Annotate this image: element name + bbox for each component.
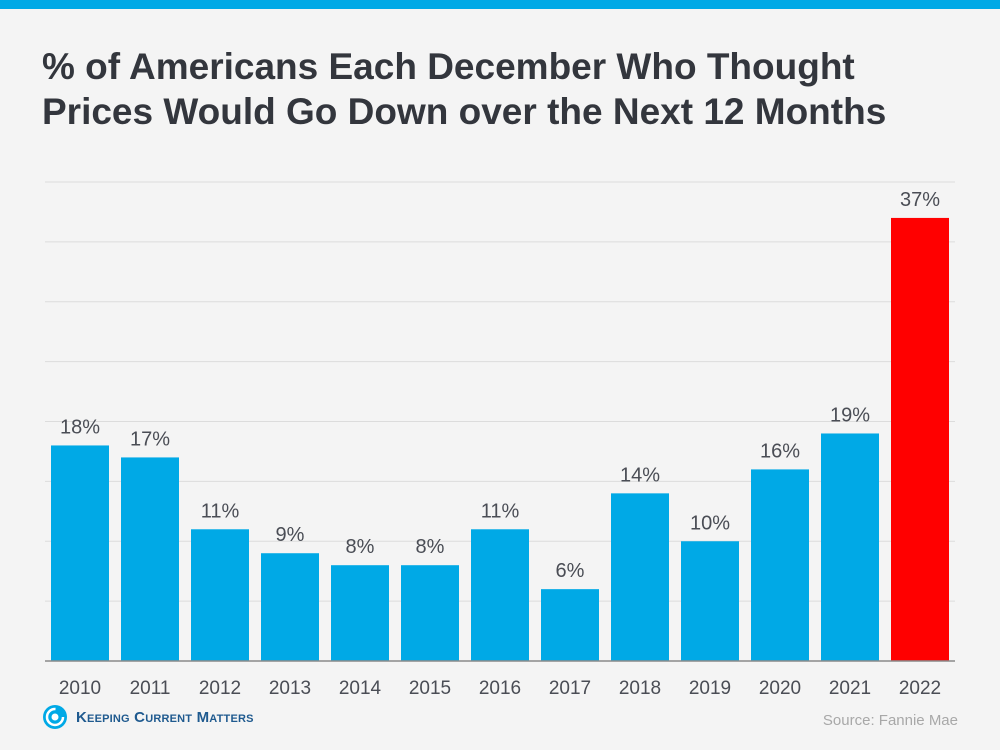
- x-tick-label-2010: 2010: [59, 678, 101, 699]
- bar-2021: [821, 433, 879, 661]
- data-label-2015: 8%: [416, 536, 445, 558]
- data-label-2017: 6%: [556, 560, 585, 582]
- x-tick-label-2013: 2013: [269, 678, 311, 699]
- brand-logo-icon: [43, 705, 67, 729]
- bar-2010: [51, 445, 109, 661]
- bar-2015: [401, 565, 459, 661]
- top-accent-bar: [0, 0, 1000, 9]
- bar-2017: [541, 589, 599, 661]
- bar-2012: [191, 529, 249, 661]
- data-label-2018: 14%: [620, 464, 660, 486]
- data-label-2016: 11%: [481, 500, 520, 522]
- bar-2020: [751, 469, 809, 661]
- bar-2013: [261, 553, 319, 661]
- x-tick-label-2016: 2016: [479, 678, 521, 699]
- data-label-2021: 19%: [830, 404, 870, 426]
- bar-2019: [681, 541, 739, 661]
- x-tick-label-2021: 2021: [829, 678, 871, 699]
- data-label-2020: 16%: [760, 440, 800, 462]
- x-tick-label-2019: 2019: [689, 678, 731, 699]
- data-label-2014: 8%: [346, 536, 375, 558]
- data-label-2019: 10%: [690, 512, 730, 534]
- x-tick-label-2015: 2015: [409, 678, 451, 699]
- x-tick-label-2022: 2022: [899, 678, 941, 699]
- brand-name: Keeping Current Matters: [76, 708, 254, 726]
- data-label-2012: 11%: [201, 500, 240, 522]
- bar-2022: [891, 217, 949, 662]
- data-label-2022: 37%: [900, 189, 940, 211]
- data-label-2011: 17%: [130, 428, 170, 450]
- x-tick-label-2014: 2014: [339, 678, 382, 699]
- x-tick-label-2018: 2018: [619, 678, 661, 699]
- data-label-2010: 18%: [60, 416, 100, 438]
- x-tick-label-2020: 2020: [759, 678, 801, 699]
- bar-2018: [611, 493, 669, 661]
- x-tick-label-2012: 2012: [199, 678, 241, 699]
- bar-2016: [471, 529, 529, 661]
- brand-logo: Keeping Current Matters: [42, 704, 254, 730]
- bar-2011: [121, 457, 179, 661]
- x-tick-label-2011: 2011: [130, 678, 171, 699]
- data-label-2013: 9%: [276, 524, 305, 546]
- source-note: Source: Fannie Mae: [822, 712, 958, 729]
- bar-2014: [331, 565, 389, 661]
- x-tick-label-2017: 2017: [549, 678, 591, 699]
- chart-title: % of Americans Each December Who Thought…: [42, 46, 887, 132]
